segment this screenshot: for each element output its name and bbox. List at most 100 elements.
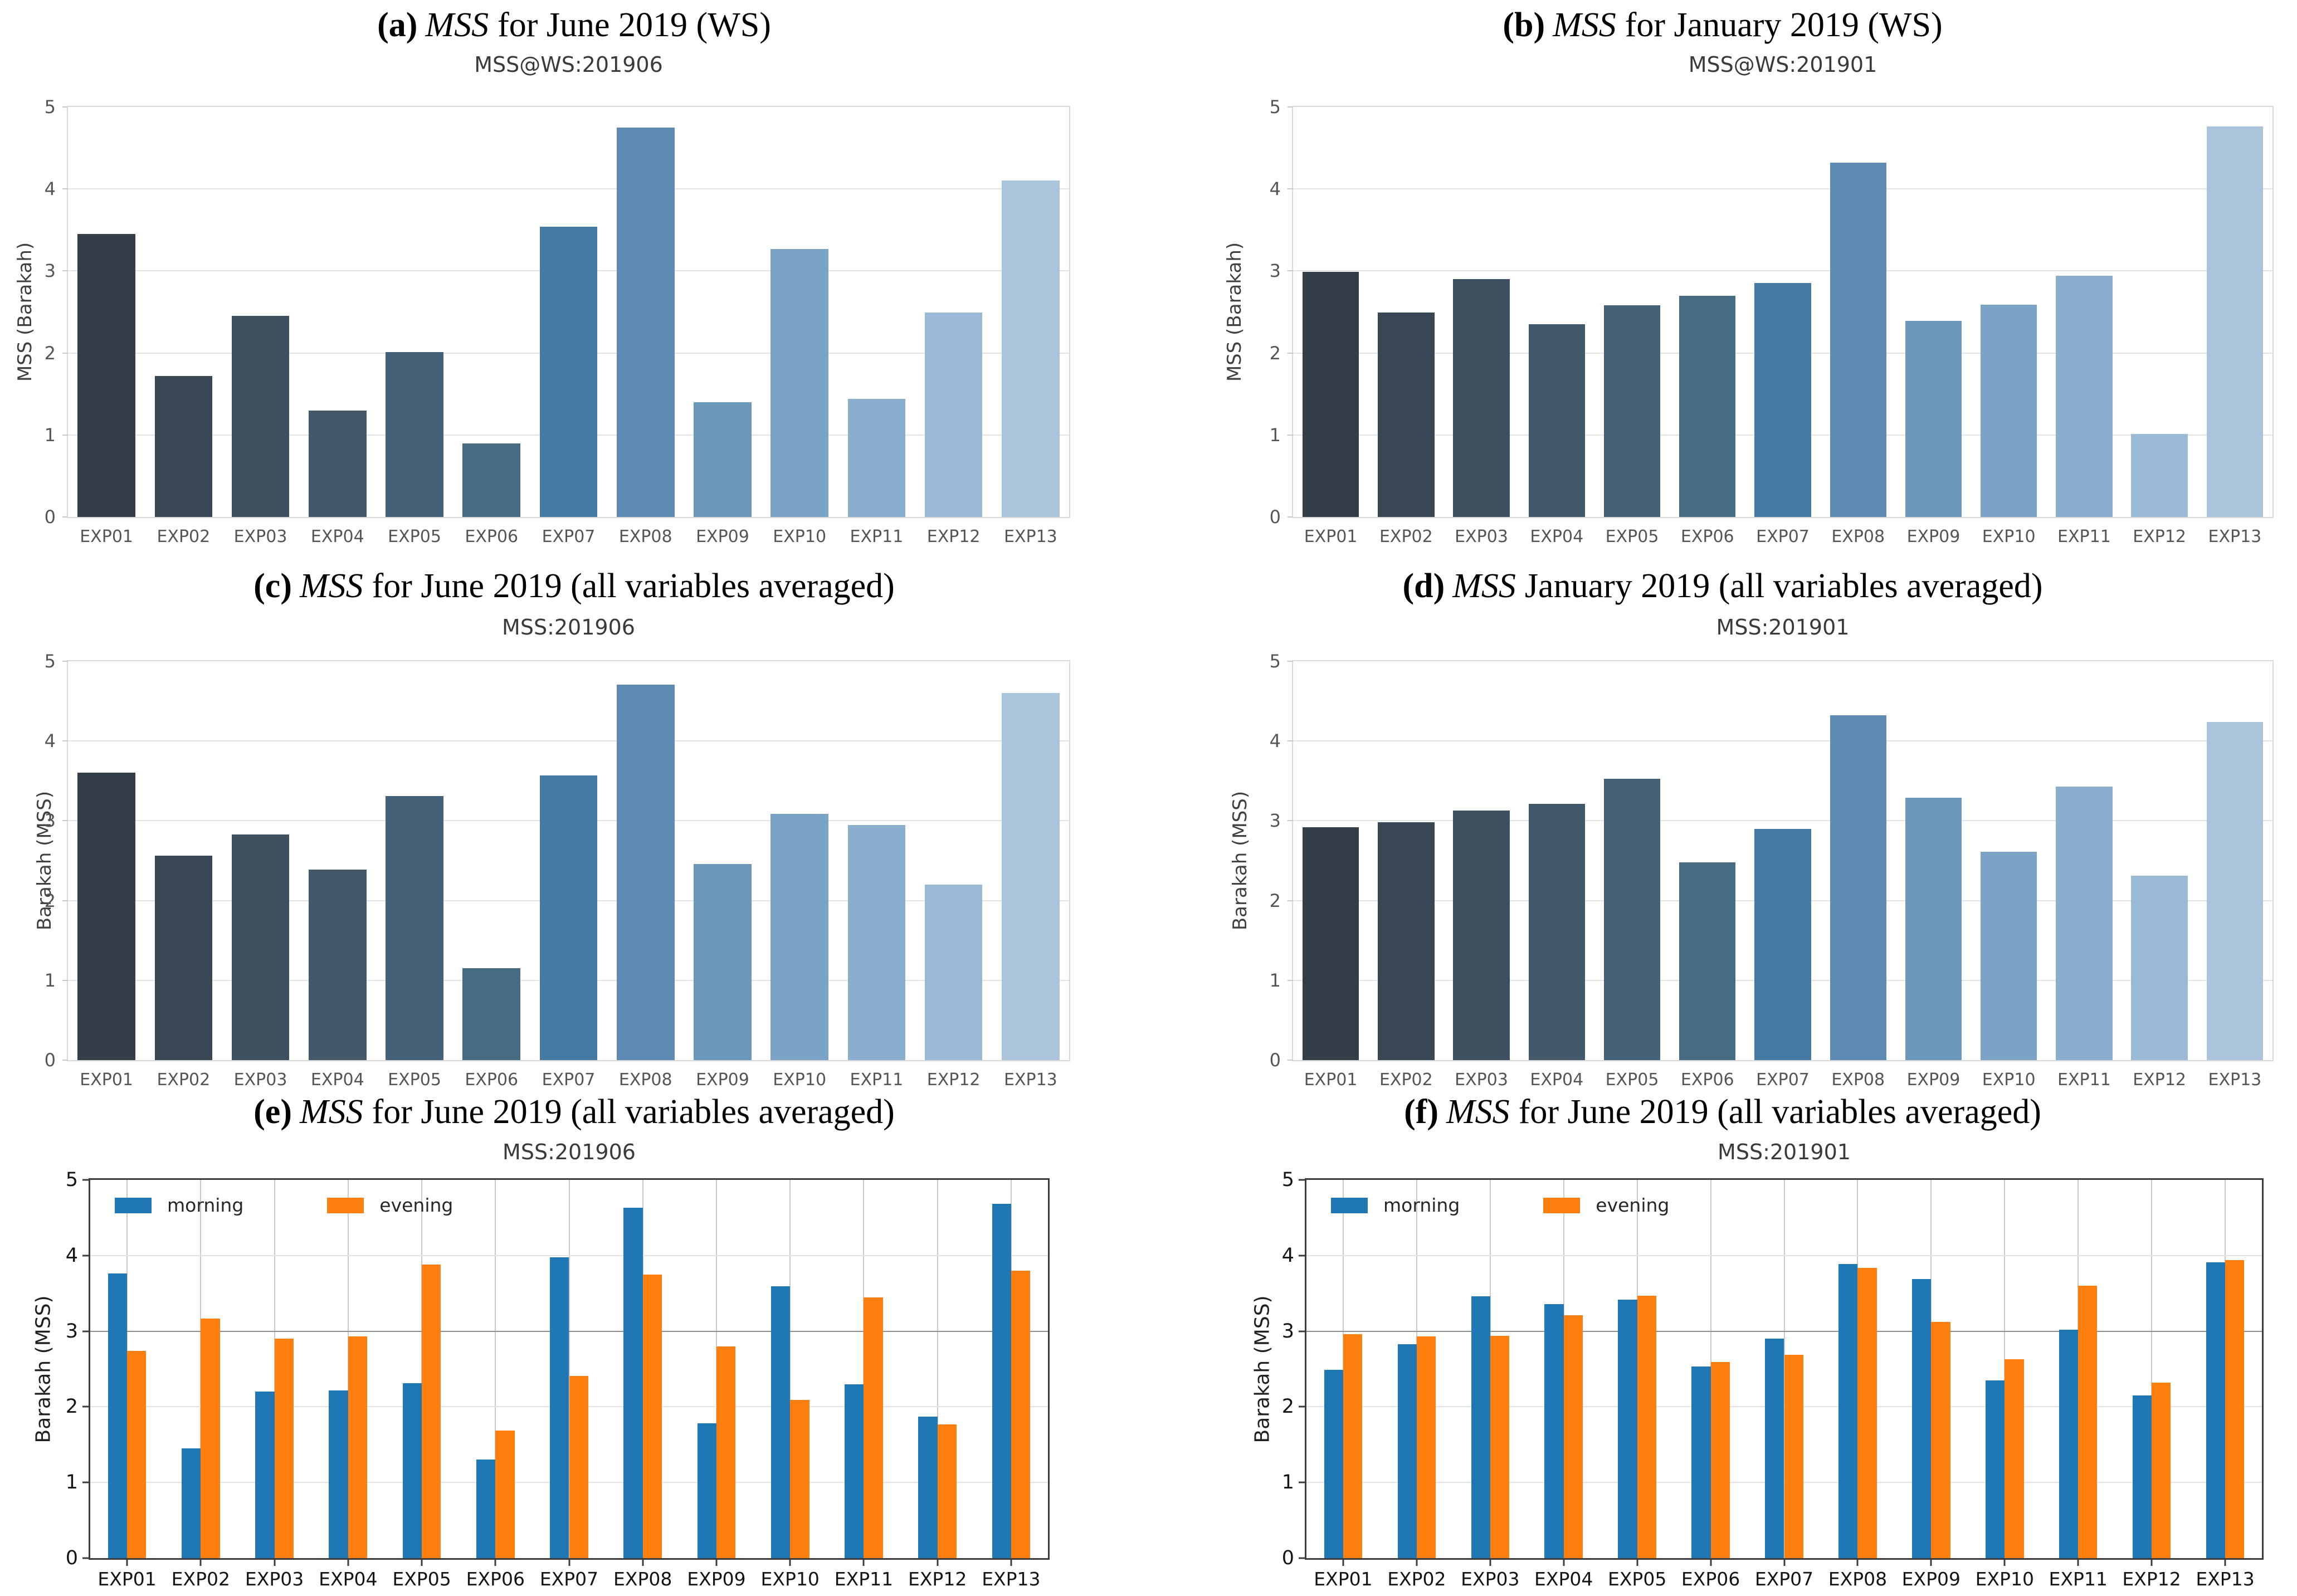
- y-tick-mark: [62, 106, 68, 108]
- bar-EXP09: [1905, 797, 1962, 1060]
- bar-EXP02-evening: [1416, 1336, 1436, 1558]
- x-tick-mark: [2224, 1558, 2226, 1566]
- panel-caption-f: (f) MSS for June 2019 (all variables ave…: [1148, 1086, 2297, 1138]
- bar-EXP06-evening: [495, 1430, 515, 1558]
- bar-EXP02-morning: [181, 1448, 201, 1558]
- y-tick-label: 4: [1269, 730, 1281, 752]
- bar-EXP06-evening: [1710, 1362, 1730, 1558]
- bar-EXP03-evening: [1490, 1335, 1510, 1558]
- bar-EXP11: [847, 824, 906, 1060]
- x-tick-label: EXP08: [1831, 1070, 1885, 1086]
- x-tick-label: EXP02: [1379, 527, 1433, 546]
- bar-EXP13-morning: [992, 1204, 1011, 1558]
- legend-label: morning: [167, 1194, 244, 1216]
- x-tick-label: EXP10: [773, 527, 827, 546]
- y-tick-mark: [1288, 979, 1293, 981]
- bar-EXP05-evening: [1637, 1295, 1656, 1558]
- bar-EXP09: [1905, 321, 1962, 517]
- bar-EXP04-morning: [329, 1390, 348, 1558]
- bar-EXP01: [1302, 271, 1359, 517]
- x-tick-label: EXP03: [233, 527, 287, 546]
- x-tick-label: EXP08: [1828, 1568, 1888, 1590]
- chart-cell-b: (b) MSS for January 2019 (WS) MSS@WS:201…: [1148, 0, 2297, 560]
- x-tick-label: EXP01: [1304, 527, 1358, 546]
- caption-italic-term: MSS: [1446, 1092, 1510, 1131]
- x-tick-label: EXP12: [908, 1568, 967, 1590]
- caption-italic-term: MSS: [1452, 567, 1516, 605]
- x-tick-mark: [2003, 1558, 2006, 1566]
- caption-letter: (f): [1404, 1092, 1439, 1131]
- bar-EXP12: [924, 313, 983, 517]
- y-tick-mark: [1299, 1557, 1306, 1559]
- y-tick-label: 3: [1269, 810, 1281, 832]
- bar-EXP11: [847, 399, 906, 517]
- x-tick-label: EXP01: [97, 1568, 157, 1590]
- y-tick-label: 5: [65, 1169, 78, 1191]
- bar-EXP07: [539, 226, 598, 517]
- bar-EXP01-morning: [108, 1273, 128, 1558]
- bar-EXP08: [1830, 715, 1886, 1060]
- bar-EXP04-evening: [1563, 1315, 1583, 1558]
- bar-EXP12-evening: [937, 1424, 957, 1558]
- chart-title: MSS:201901: [1716, 615, 1850, 640]
- bar-EXP02: [1378, 313, 1435, 517]
- bar-EXP03-morning: [255, 1392, 275, 1558]
- x-tick-label: EXP01: [1314, 1568, 1373, 1590]
- bar-EXP10-morning: [1985, 1380, 2005, 1558]
- y-tick-mark: [1299, 1330, 1306, 1333]
- x-tick-label: EXP10: [760, 1568, 820, 1590]
- plot-area-a: 0 1 2 3 4 5 EXP01 EXP02 EXP03 EXP04 EXP05 EXP06 EXP0…: [45, 96, 1070, 546]
- x-tick-mark: [494, 1558, 496, 1566]
- caption-italic-term: MSS: [425, 6, 489, 44]
- horizontal-gridline: [1293, 820, 2272, 822]
- bar-EXP13: [1002, 693, 1060, 1060]
- y-tick-mark: [82, 1481, 90, 1483]
- bar-EXP10-evening: [2005, 1359, 2024, 1558]
- x-tick-mark: [1489, 1558, 1491, 1566]
- caption-text: for June 2019 (all variables averaged): [372, 567, 895, 605]
- y-tick-label: 2: [65, 1395, 78, 1418]
- x-tick-label: EXP11: [850, 527, 904, 546]
- x-tick-label: EXP09: [687, 1568, 746, 1590]
- bar-EXP05-morning: [402, 1383, 422, 1558]
- bar-EXP13-evening: [2225, 1260, 2245, 1558]
- x-tick-label: EXP04: [1530, 527, 1584, 546]
- bar-EXP03: [231, 316, 290, 517]
- y-tick-mark: [1288, 740, 1293, 742]
- bar-EXP02: [154, 856, 213, 1060]
- x-tick-label: EXP04: [1534, 1568, 1593, 1590]
- vertical-gridline: [789, 1180, 791, 1558]
- y-tick-mark: [82, 1405, 90, 1408]
- y-tick-mark: [62, 516, 68, 518]
- bar-EXP05: [386, 796, 443, 1060]
- caption-italic-term: MSS: [299, 567, 363, 605]
- x-tick-mark: [642, 1558, 644, 1566]
- y-tick-mark: [1299, 1481, 1306, 1483]
- x-tick-mark: [568, 1558, 570, 1566]
- caption-letter: (a): [377, 6, 418, 44]
- x-tick-label: EXP05: [1607, 1568, 1667, 1590]
- x-tick-mark: [715, 1558, 718, 1566]
- x-tick-label: EXP06: [465, 1070, 519, 1086]
- y-axis-label: Barakah (MSS): [1251, 1295, 1274, 1443]
- bar-EXP07-evening: [1784, 1354, 1803, 1558]
- x-tick-mark: [862, 1558, 865, 1566]
- bar-EXP09-morning: [1912, 1278, 1932, 1558]
- chart-cell-e: (e) MSS for June 2019 (all variables ave…: [0, 1086, 1148, 1596]
- legend-item-evening: evening: [327, 1194, 453, 1216]
- bar-EXP08: [616, 127, 675, 517]
- bar-EXP02: [154, 375, 213, 517]
- bar-EXP09-morning: [697, 1423, 716, 1558]
- y-tick-label: 2: [1269, 342, 1281, 364]
- bar-EXP06: [462, 443, 521, 517]
- x-tick-mark: [937, 1558, 939, 1566]
- bar-EXP02-evening: [201, 1318, 220, 1558]
- bar-EXP08-morning: [1838, 1263, 1858, 1558]
- x-tick-label: EXP09: [696, 527, 749, 546]
- x-tick-label: EXP03: [245, 1568, 304, 1590]
- bar-EXP01-morning: [1324, 1369, 1343, 1558]
- y-tick-mark: [1288, 820, 1293, 822]
- x-tick-label: EXP11: [2049, 1568, 2108, 1590]
- plot-area-e: 0 1 2 3 4 5 EXP01 EXP02 EXP03 EXP04 EXP05 EXP06 EXP0…: [66, 1169, 1050, 1590]
- panel-caption-c: (c) MSS for June 2019 (all variables ave…: [0, 560, 1148, 613]
